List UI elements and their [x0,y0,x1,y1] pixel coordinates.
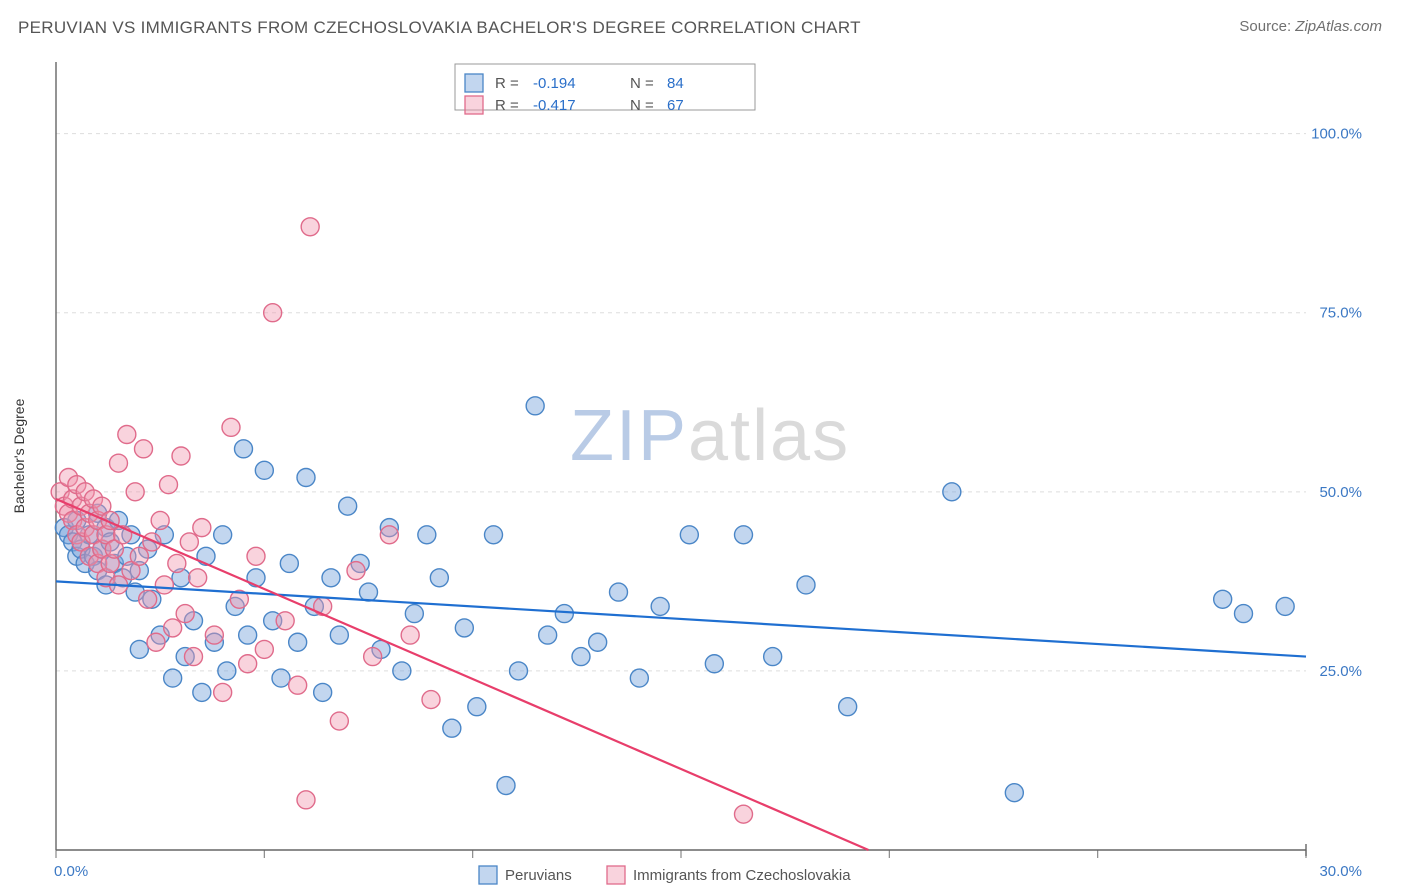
svg-text:75.0%: 75.0% [1319,305,1362,322]
svg-text:0.0%: 0.0% [54,863,88,880]
svg-text:-0.194: -0.194 [533,75,576,92]
svg-text:100.0%: 100.0% [1311,126,1362,143]
svg-text:N =: N = [630,97,654,114]
svg-text:R =: R = [495,97,519,114]
svg-text:N =: N = [630,75,654,92]
source-value: ZipAtlas.com [1295,18,1382,35]
svg-text:25.0%: 25.0% [1319,663,1362,680]
svg-text:R =: R = [495,75,519,92]
chart-title: PERUVIAN VS IMMIGRANTS FROM CZECHOSLOVAK… [18,18,861,38]
chart-area: 25.0% 50.0% 75.0% 100.0% 0.0% 30.0% Bachelor's… [0,50,1406,892]
svg-text:-0.417: -0.417 [533,97,576,114]
svg-text:84: 84 [667,75,684,92]
scatter-chart: 25.0% 50.0% 75.0% 100.0% 0.0% 30.0% Bachelor's… [0,50,1406,890]
source-attribution: Source: ZipAtlas.com [1239,18,1382,35]
source-label: Source: [1239,18,1291,35]
header: PERUVIAN VS IMMIGRANTS FROM CZECHOSLOVAK… [0,0,1406,46]
svg-text:Peruvians: Peruvians [505,867,572,884]
svg-text:67: 67 [667,97,684,114]
svg-text:Bachelor's Degree: Bachelor's Degree [11,398,27,513]
svg-text:Immigrants from Czechoslovakia: Immigrants from Czechoslovakia [633,867,851,884]
svg-text:50.0%: 50.0% [1319,484,1362,501]
svg-text:30.0%: 30.0% [1319,863,1362,880]
